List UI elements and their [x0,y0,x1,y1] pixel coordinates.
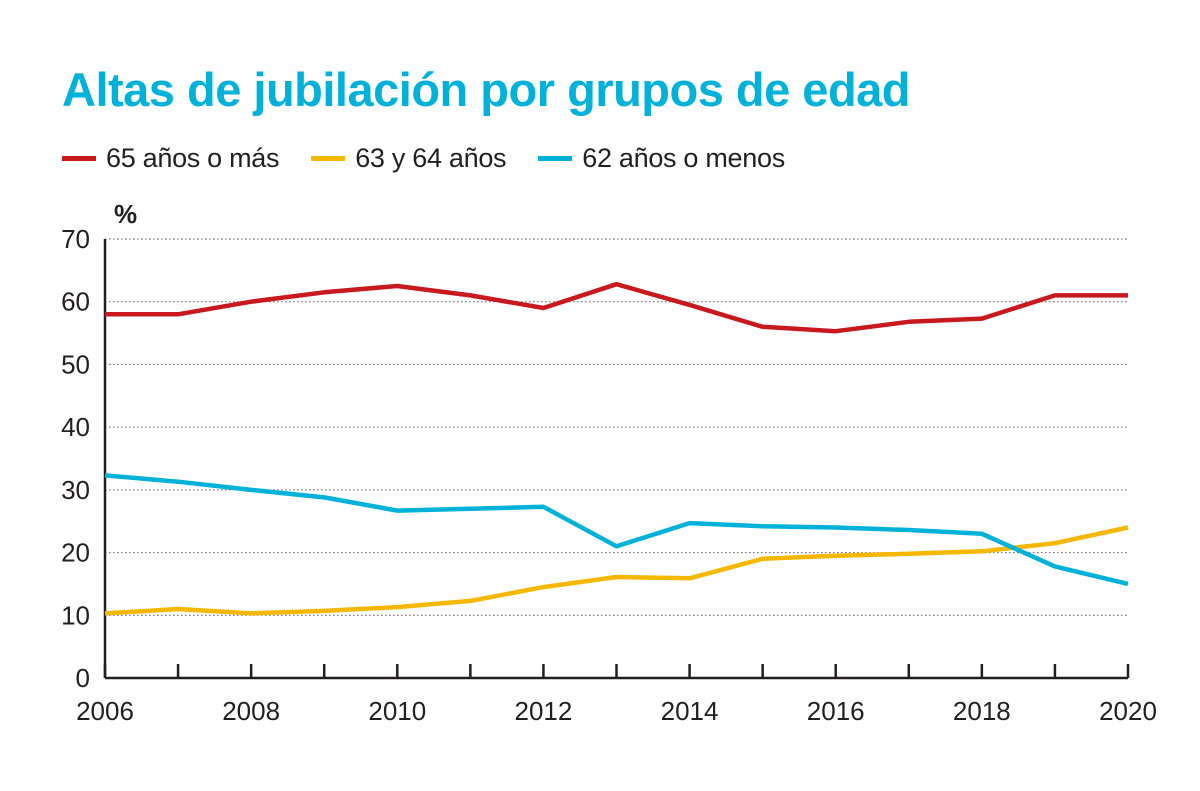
series-line-63-64 [104,525,1129,616]
legend-swatch-65-plus [62,156,96,161]
x-tick-label-2010: 2010 [368,696,426,726]
legend-swatch-62-minus [538,156,573,161]
legend-label-62-minus: 62 años o menos [582,143,785,173]
x-tick-label-2006: 2006 [76,696,134,726]
legend-label-63-64: 63 y 64 años [355,143,507,173]
y-tick-label-50: 50 [61,349,90,379]
x-tick-label-2016: 2016 [807,696,865,726]
y-tick-label-30: 30 [61,475,90,505]
y-tick-label-0: 0 [76,663,90,693]
x-tick-label-2014: 2014 [661,696,719,726]
legend-item-65-plus: 65 años o más [62,143,280,174]
x-tick-label-2020: 2020 [1099,696,1157,726]
series-lines [104,281,1129,616]
y-axis-unit-label: % [114,199,137,229]
x-tick-label-2012: 2012 [515,696,573,726]
y-tick-label-70: 70 [61,224,90,254]
chart-title: Altas de jubilación por grupos de edad [62,63,911,116]
series-line-65-plus [105,281,1128,334]
gridlines [105,238,1128,616]
legend-item-63-64: 63 y 64 años [311,143,507,174]
y-tick-label-10: 10 [61,600,90,630]
y-tick-label-60: 60 [61,287,90,317]
axes: 0 10 20 30 40 50 60 70 2006 2008 2010 2012 2014 2016 2… [61,224,1157,726]
legend-item-62-minus: 62 años o menos [538,143,785,174]
y-tick-label-20: 20 [61,538,90,568]
legend: 65 años o más 63 y 64 años 62 años o men… [62,143,817,174]
legend-label-65-plus: 65 años o más [106,143,280,173]
x-tick-label-2018: 2018 [953,696,1011,726]
legend-swatch-63-64 [311,156,346,161]
x-tick-label-2008: 2008 [222,696,280,726]
series-line-62-minus [104,473,1129,587]
y-tick-label-40: 40 [61,412,90,442]
